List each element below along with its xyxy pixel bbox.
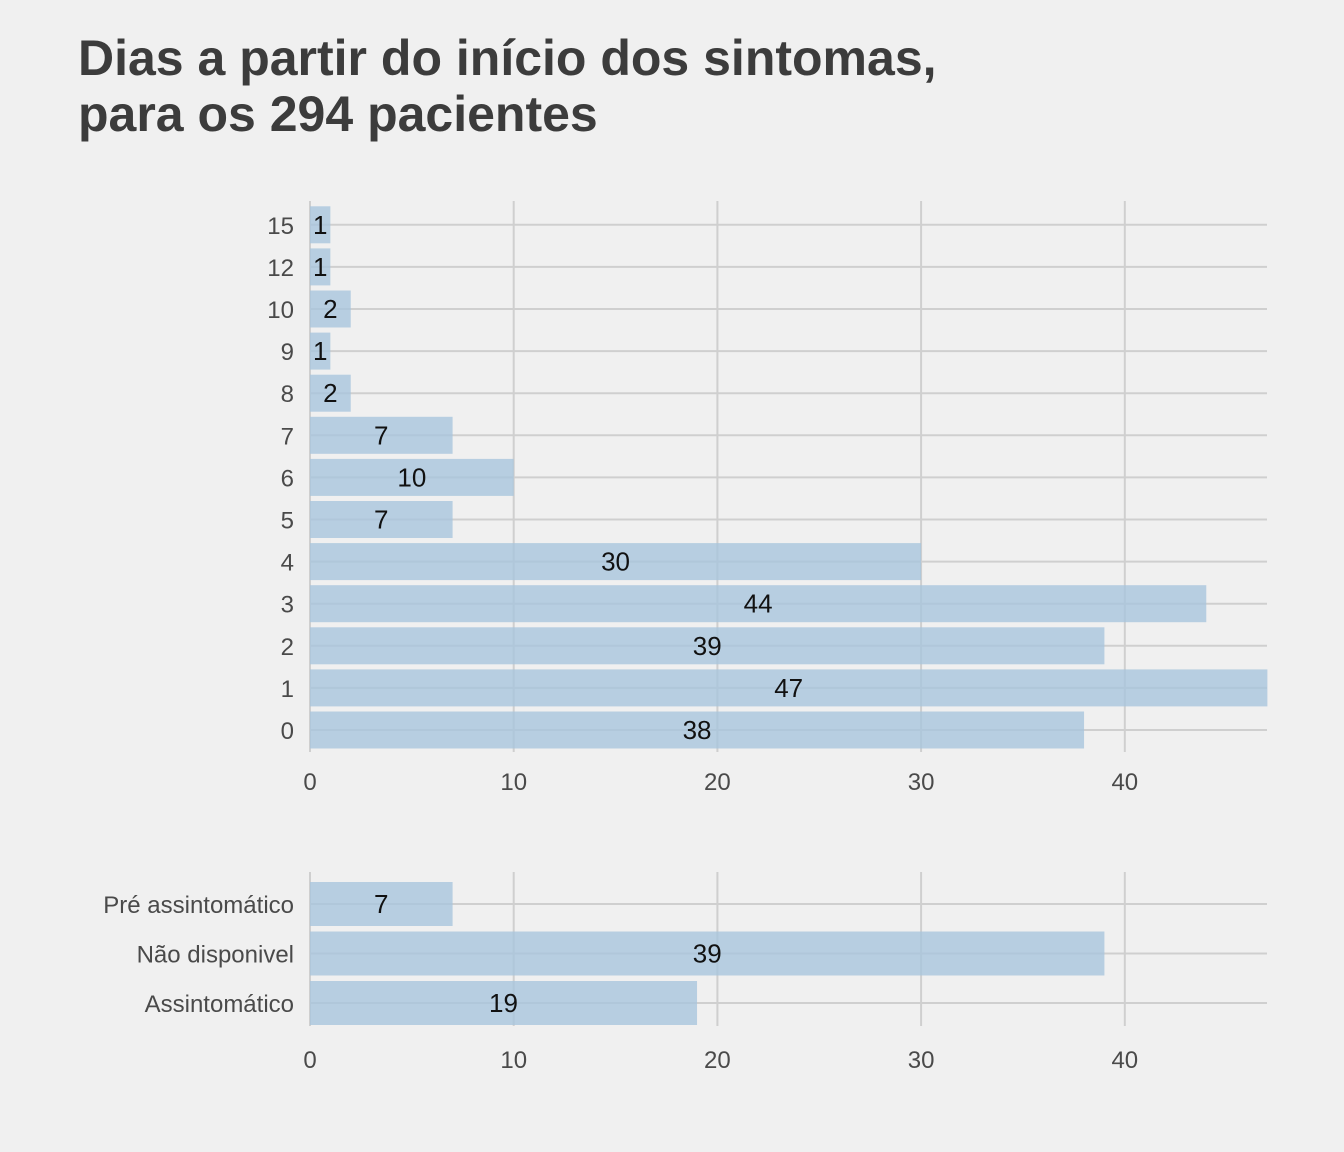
days-bar-15 [310, 206, 331, 244]
days-data-label: 10 [397, 462, 426, 492]
days-x-tick-label: 20 [704, 769, 731, 796]
days-y-tick-label: 10 [267, 297, 294, 324]
days-data-label: 7 [374, 420, 388, 450]
days-bar-3 [310, 585, 1207, 623]
days-data-label: 38 [683, 715, 712, 745]
days-bar-9 [310, 332, 331, 370]
days-data-label: 1 [313, 210, 327, 240]
days-data-label: 30 [601, 547, 630, 577]
status-x-tick-label: 0 [303, 1047, 316, 1074]
days-bar-12 [310, 248, 331, 286]
days-y-tick-label: 4 [281, 550, 294, 577]
status-data-label: 39 [693, 939, 722, 969]
days-bar-10 [310, 290, 351, 328]
days-x-tick-label: 10 [500, 769, 527, 796]
days-data-label: 7 [374, 505, 388, 535]
status-x-tick-label: 20 [704, 1047, 731, 1074]
days-data-label: 2 [323, 378, 337, 408]
status-bar-pr-assintom-tico [310, 882, 453, 926]
days-y-tick-label: 15 [267, 213, 294, 240]
days-data-label: 44 [744, 589, 773, 619]
days-y-tick-label: 3 [281, 592, 294, 619]
days-x-tick-label: 0 [303, 769, 316, 796]
status-y-tick-label: Não disponivel [137, 942, 294, 969]
status-y-tick-label: Assintomático [145, 991, 294, 1018]
days-y-tick-label: 0 [281, 718, 294, 745]
status-data-label: 7 [374, 889, 388, 919]
status-x-tick-label: 40 [1111, 1047, 1138, 1074]
status-data-label: 19 [489, 988, 518, 1018]
days-bar-5 [310, 501, 453, 538]
days-bar-7 [310, 416, 453, 454]
chart-title-line-1: Dias a partir do início dos sintomas, [78, 30, 937, 86]
status-x-tick-label: 10 [500, 1047, 527, 1074]
status-bar-assintom-tico [310, 981, 698, 1025]
days-bar-8 [310, 374, 351, 412]
chart-title: Dias a partir do início dos sintomas, pa… [78, 30, 937, 142]
days-bar-1 [310, 669, 1268, 707]
days-x-tick-label: 30 [908, 769, 935, 796]
days-y-tick-label: 5 [281, 508, 294, 535]
days-bar-2 [310, 627, 1105, 665]
days-data-label: 1 [313, 252, 327, 282]
days-bar-6 [310, 458, 514, 496]
days-y-tick-label: 7 [281, 423, 294, 450]
days-bar-4 [310, 543, 922, 581]
days-y-tick-label: 12 [267, 255, 294, 282]
status-bar-n-o-disponivel [310, 931, 1105, 976]
days-data-label: 2 [323, 294, 337, 324]
days-data-label: 39 [693, 631, 722, 661]
days-y-tick-label: 9 [281, 339, 294, 366]
days-y-tick-label: 2 [281, 634, 294, 661]
days-bar-0 [310, 711, 1085, 749]
days-data-label: 47 [774, 673, 803, 703]
days-data-label: 1 [313, 336, 327, 366]
days-y-tick-label: 1 [281, 676, 294, 703]
days-y-tick-label: 8 [281, 381, 294, 408]
days-x-tick-label: 40 [1111, 769, 1138, 796]
days-y-tick-label: 6 [281, 465, 294, 492]
status-x-tick-label: 30 [908, 1047, 935, 1074]
status-y-tick-label: Pré assintomático [103, 892, 294, 919]
chart-title-line-2: para os 294 pacientes [78, 86, 598, 142]
